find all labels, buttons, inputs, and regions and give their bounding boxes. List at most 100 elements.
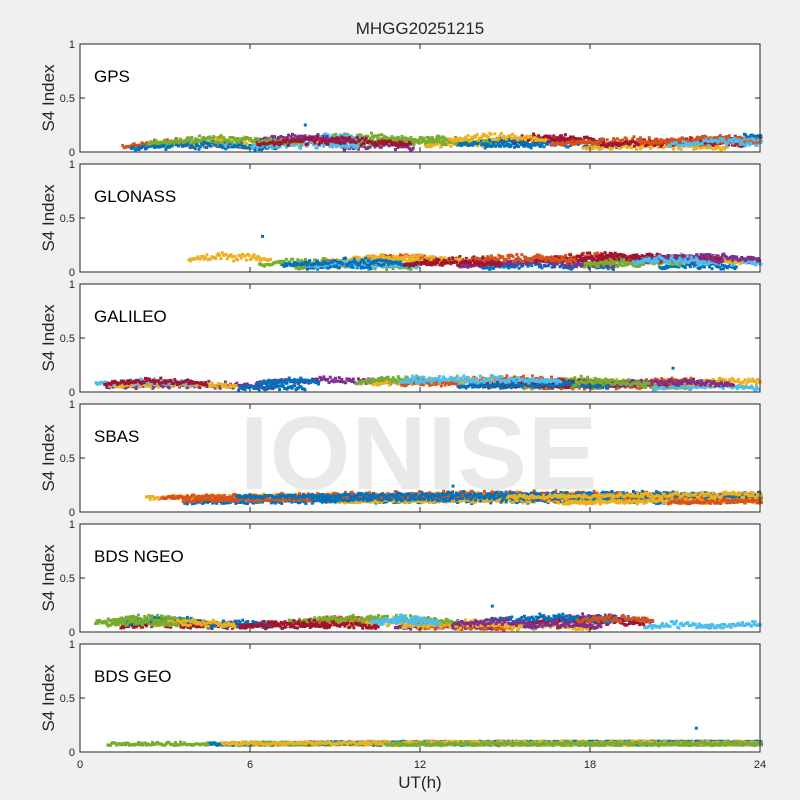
data-point [429,141,433,145]
data-point [440,144,444,148]
data-point [418,136,422,139]
data-point [142,144,146,148]
data-point [311,135,315,139]
data-point [725,135,729,139]
data-point [684,141,688,144]
data-point [247,254,251,257]
data-point [278,259,282,263]
data-point [711,143,715,147]
data-point [472,255,476,259]
data-point [377,137,381,141]
data-point [182,140,186,144]
data-point [223,143,227,147]
data-point [357,263,361,267]
data-point [571,139,575,143]
data-point [530,264,534,268]
data-point [163,142,167,146]
data-point [487,266,490,270]
data-point [178,137,182,141]
data-point [548,134,552,138]
data-point [170,144,174,148]
data-point [303,123,307,127]
data-point [736,142,739,145]
data-point [274,145,278,149]
data-point [623,144,627,148]
data-point [574,260,577,264]
data-point [688,138,692,142]
data-point [683,254,686,258]
data-point [339,142,343,145]
data-point [165,145,169,149]
data-point [328,265,332,269]
data-point [664,140,667,143]
data-point [682,260,685,264]
data-point [413,140,417,144]
data-point [563,143,567,147]
data-point [435,136,439,139]
data-point [691,144,695,148]
data-point [183,142,187,146]
data-point [254,144,258,148]
data-point [322,139,326,142]
data-point [263,264,267,268]
data-point [408,258,412,262]
data-point [561,137,565,140]
data-point [276,141,280,144]
data-point [238,143,242,147]
data-point [187,139,191,143]
data-point [677,141,681,145]
data-point [273,135,277,139]
s4-scatter [121,123,763,152]
data-point [664,144,668,148]
data-point [224,147,228,151]
data-point [691,261,695,265]
data-point [516,138,520,142]
data-point [446,261,450,265]
data-point [699,136,703,140]
data-point [416,256,420,260]
data-point [569,135,572,139]
data-point [291,264,295,268]
data-point [356,144,360,148]
data-point [364,256,368,260]
data-point [704,138,708,141]
data-point [303,136,307,140]
data-point [693,143,697,147]
data-point [188,146,192,150]
data-point [368,136,372,140]
data-point [447,257,451,261]
data-point [579,141,582,145]
data-point [210,136,214,140]
data-point [499,132,503,136]
data-point [154,143,158,147]
data-point [594,140,598,144]
data-point [743,141,747,144]
data-point [709,146,712,150]
data-point [679,139,683,143]
data-point [687,263,691,267]
data-point [475,133,479,137]
data-point [458,255,462,259]
data-point [271,140,275,144]
data-point [623,263,627,267]
data-point [616,255,620,259]
data-point [464,256,468,260]
data-point [584,258,588,262]
s4-scatter [187,234,763,271]
data-point [613,260,617,264]
data-point [618,263,622,267]
data-point [287,133,291,137]
data-point [675,141,679,145]
data-point [237,140,241,144]
data-point [214,143,218,147]
data-point [211,139,215,143]
data-point [533,136,536,140]
data-point [482,132,485,136]
data-point [444,142,448,146]
data-point [427,140,431,144]
data-point [707,260,711,264]
data-point [159,144,163,148]
data-point [535,253,539,257]
